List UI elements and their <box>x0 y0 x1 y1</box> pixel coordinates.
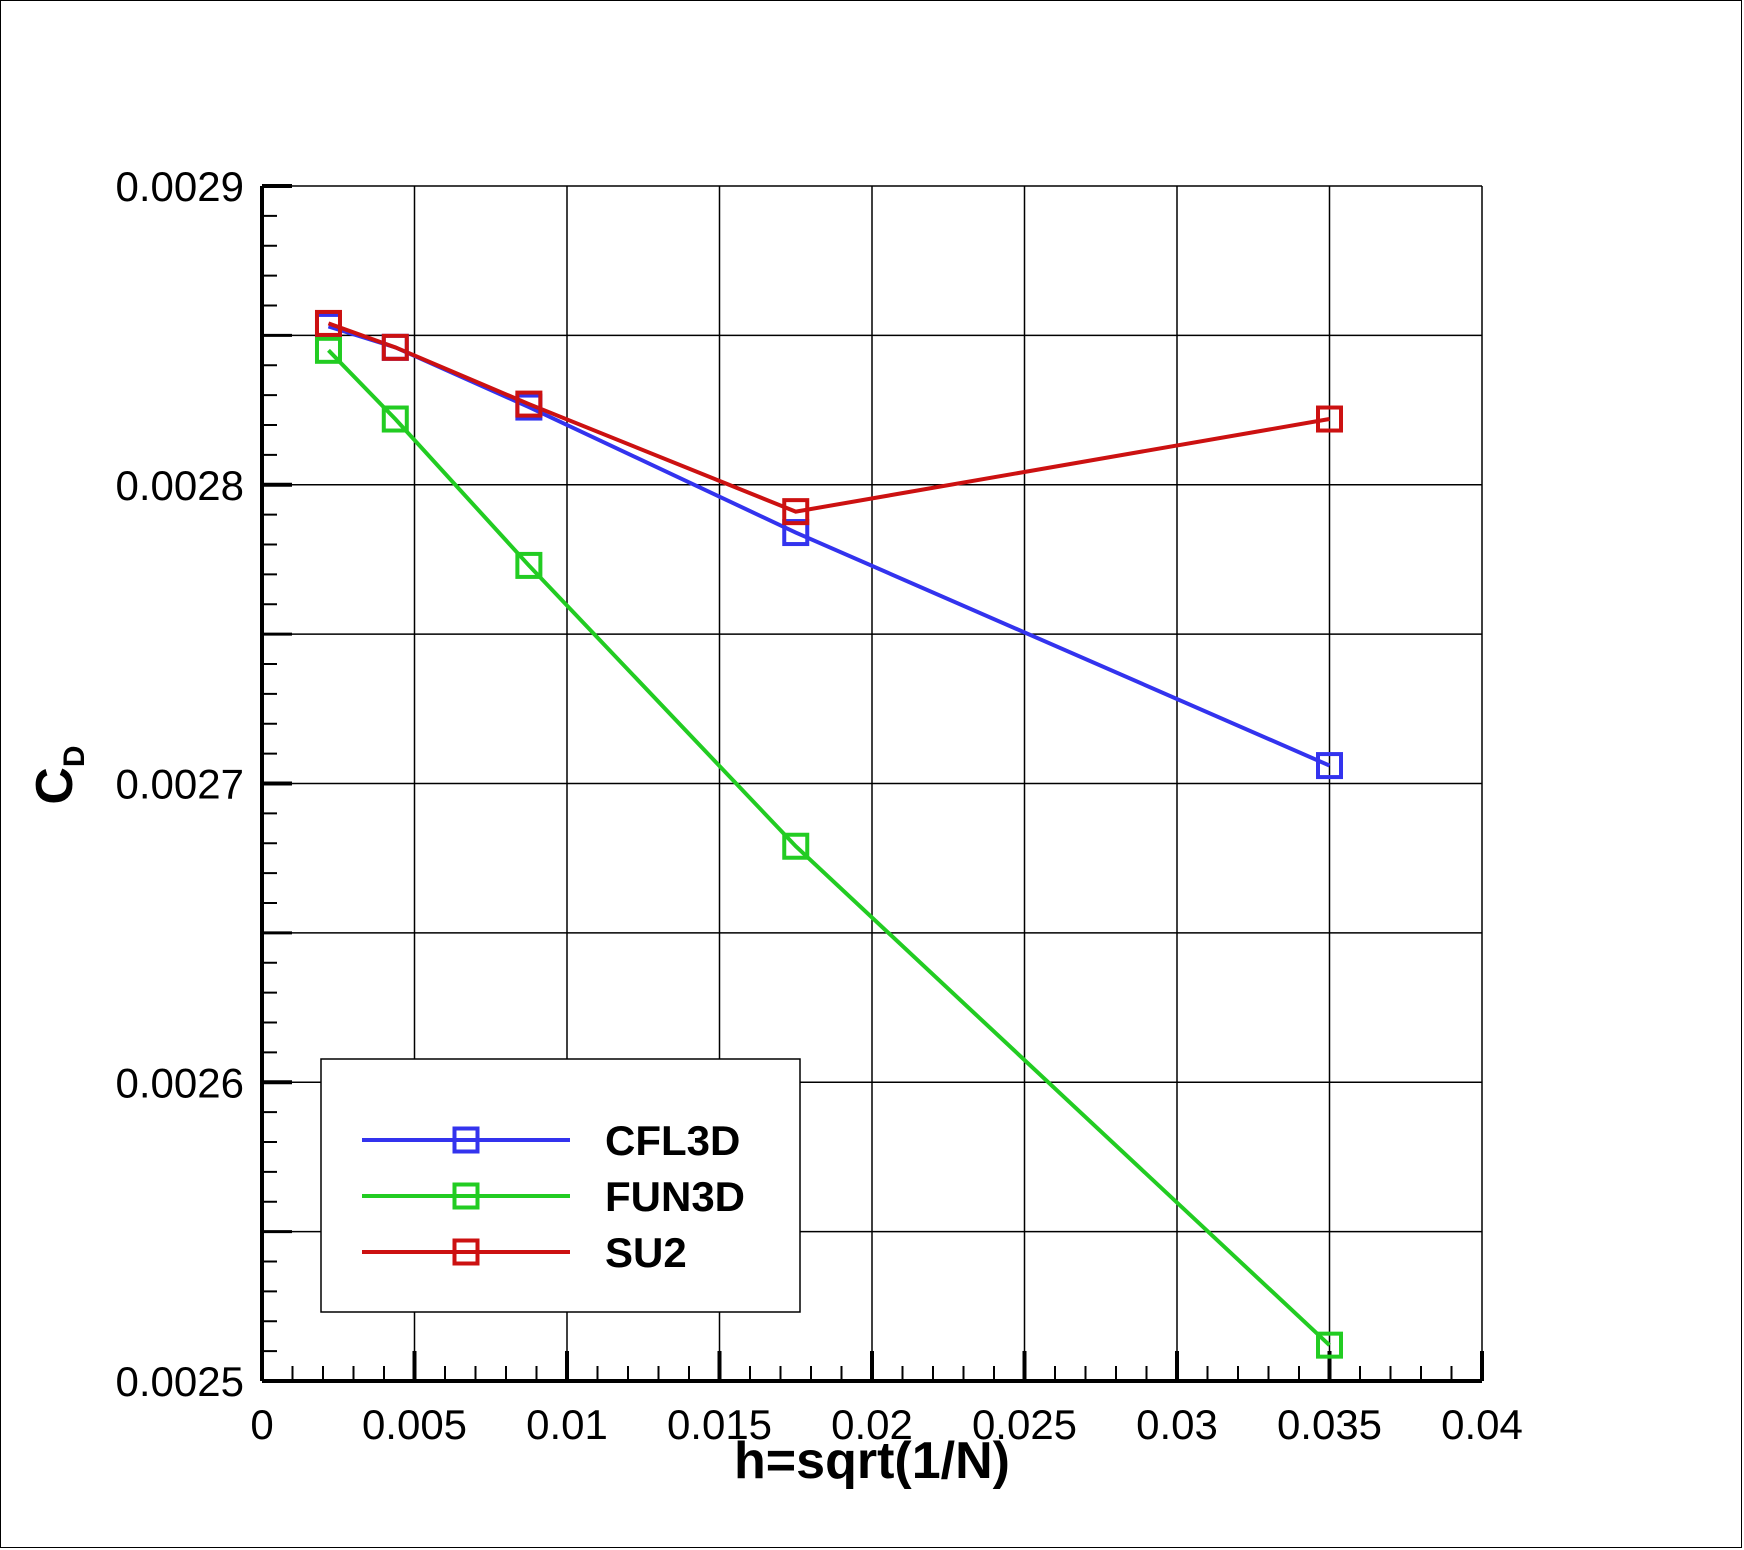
su2-series-line <box>327 321 1330 514</box>
x-tick-label: 0.005 <box>362 1401 467 1448</box>
legend-label-su2: SU2 <box>605 1229 687 1276</box>
y-axis-title: CD <box>26 745 91 804</box>
y-tick-label: 0.0027 <box>116 761 244 808</box>
x-tick-label: 0.02 <box>831 1401 913 1448</box>
x-tick-label: 0.04 <box>1441 1401 1523 1448</box>
y-tick-label: 0.0026 <box>116 1059 244 1106</box>
su2-point <box>314 309 342 337</box>
cfl3d-point <box>782 519 810 547</box>
su2-point <box>1316 405 1343 433</box>
x-tick-label: 0.01 <box>526 1401 608 1448</box>
svg-text:CD: CD <box>26 745 91 804</box>
su2-point <box>782 498 810 526</box>
legend-label-fun3d: FUN3D <box>605 1173 745 1220</box>
y-tick-label: 0.0029 <box>116 163 244 210</box>
fun3d-point <box>314 336 342 364</box>
y-tick-label: 0.0025 <box>116 1358 244 1405</box>
cfl3d-series-line <box>327 324 1331 768</box>
fun3d-point <box>381 405 409 433</box>
cfl3d-point <box>1316 752 1343 780</box>
legend-box <box>320 1058 801 1313</box>
y-tick-label: 0.0028 <box>116 462 244 509</box>
su2-point <box>381 333 409 361</box>
legend-marker-su2 <box>452 1238 480 1266</box>
legend-marker-fun3d <box>452 1182 480 1210</box>
fun3d-point <box>782 832 810 860</box>
fun3d-point <box>515 551 543 579</box>
fun3d-point <box>1316 1331 1343 1359</box>
legend-label-cfl3d: CFL3D <box>605 1117 740 1164</box>
x-axis-title: h=sqrt(1/N) <box>734 1432 1010 1490</box>
x-tick-label: 0 <box>250 1401 273 1448</box>
su2-point <box>515 390 543 418</box>
y-axis-title-sub: D <box>58 745 91 767</box>
fun3d-series-line <box>327 348 1331 1347</box>
x-tick-label: 0.03 <box>1136 1401 1218 1448</box>
x-tick-label: 0.015 <box>667 1401 772 1448</box>
legend-marker-cfl3d <box>452 1126 480 1154</box>
x-tick-label: 0.035 <box>1277 1401 1382 1448</box>
legend: CFL3D FUN3D SU2 <box>320 1058 801 1313</box>
y-axis-title-main: C <box>26 767 84 805</box>
x-tick-label: 0.025 <box>972 1401 1077 1448</box>
